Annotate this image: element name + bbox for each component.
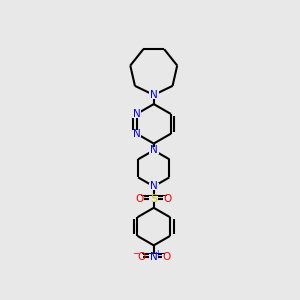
Bar	[136, 196, 144, 202]
Text: N: N	[133, 129, 140, 139]
Text: N: N	[150, 252, 158, 262]
Text: +: +	[154, 248, 160, 257]
Bar	[149, 183, 159, 190]
Bar	[149, 254, 158, 260]
Bar	[149, 196, 158, 202]
Bar	[164, 196, 172, 202]
Text: O: O	[136, 194, 144, 204]
Bar	[149, 147, 159, 154]
Bar	[131, 254, 143, 260]
Text: N: N	[150, 145, 158, 155]
Text: N: N	[150, 182, 158, 191]
Bar	[132, 110, 142, 118]
Bar	[149, 91, 159, 99]
Text: −: −	[132, 249, 140, 258]
Bar	[132, 130, 142, 137]
Text: N: N	[133, 109, 140, 119]
Text: O: O	[137, 252, 146, 262]
Bar	[162, 254, 171, 260]
Text: S: S	[150, 194, 157, 204]
Text: O: O	[162, 252, 170, 262]
Text: N: N	[150, 90, 158, 100]
Text: O: O	[164, 194, 172, 204]
